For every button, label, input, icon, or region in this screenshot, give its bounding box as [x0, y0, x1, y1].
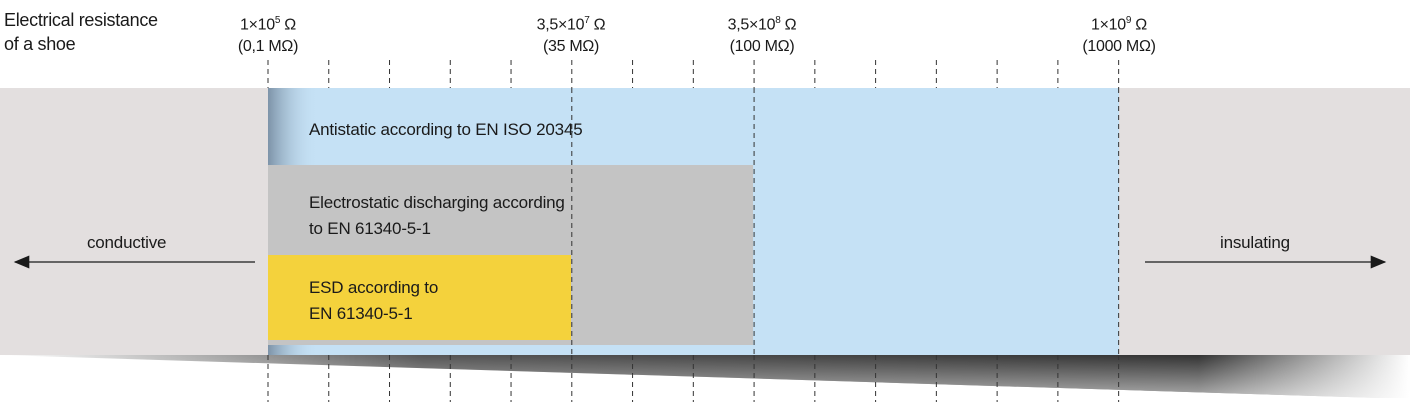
diagram-title: Electrical resistance of a shoe	[4, 10, 158, 54]
insulating-label: insulating	[1220, 233, 1290, 252]
conductive-label: conductive	[87, 233, 167, 252]
tick-label: 3,5×107 Ω (35 MΩ)	[536, 15, 606, 56]
antistatic-label: Antistatic according to EN ISO 20345	[309, 120, 583, 139]
esd-label: ESD according to EN 61340-5-1	[309, 278, 439, 323]
discharging-label: Electrostatic discharging according to E…	[309, 193, 565, 238]
tick-label: 3,5×108 Ω (100 MΩ)	[727, 15, 797, 56]
tick-label: 1×109 Ω (1000 MΩ)	[1082, 15, 1156, 56]
tick-label: 1×105 Ω (0,1 MΩ)	[237, 15, 299, 56]
zone-esd	[268, 255, 571, 340]
